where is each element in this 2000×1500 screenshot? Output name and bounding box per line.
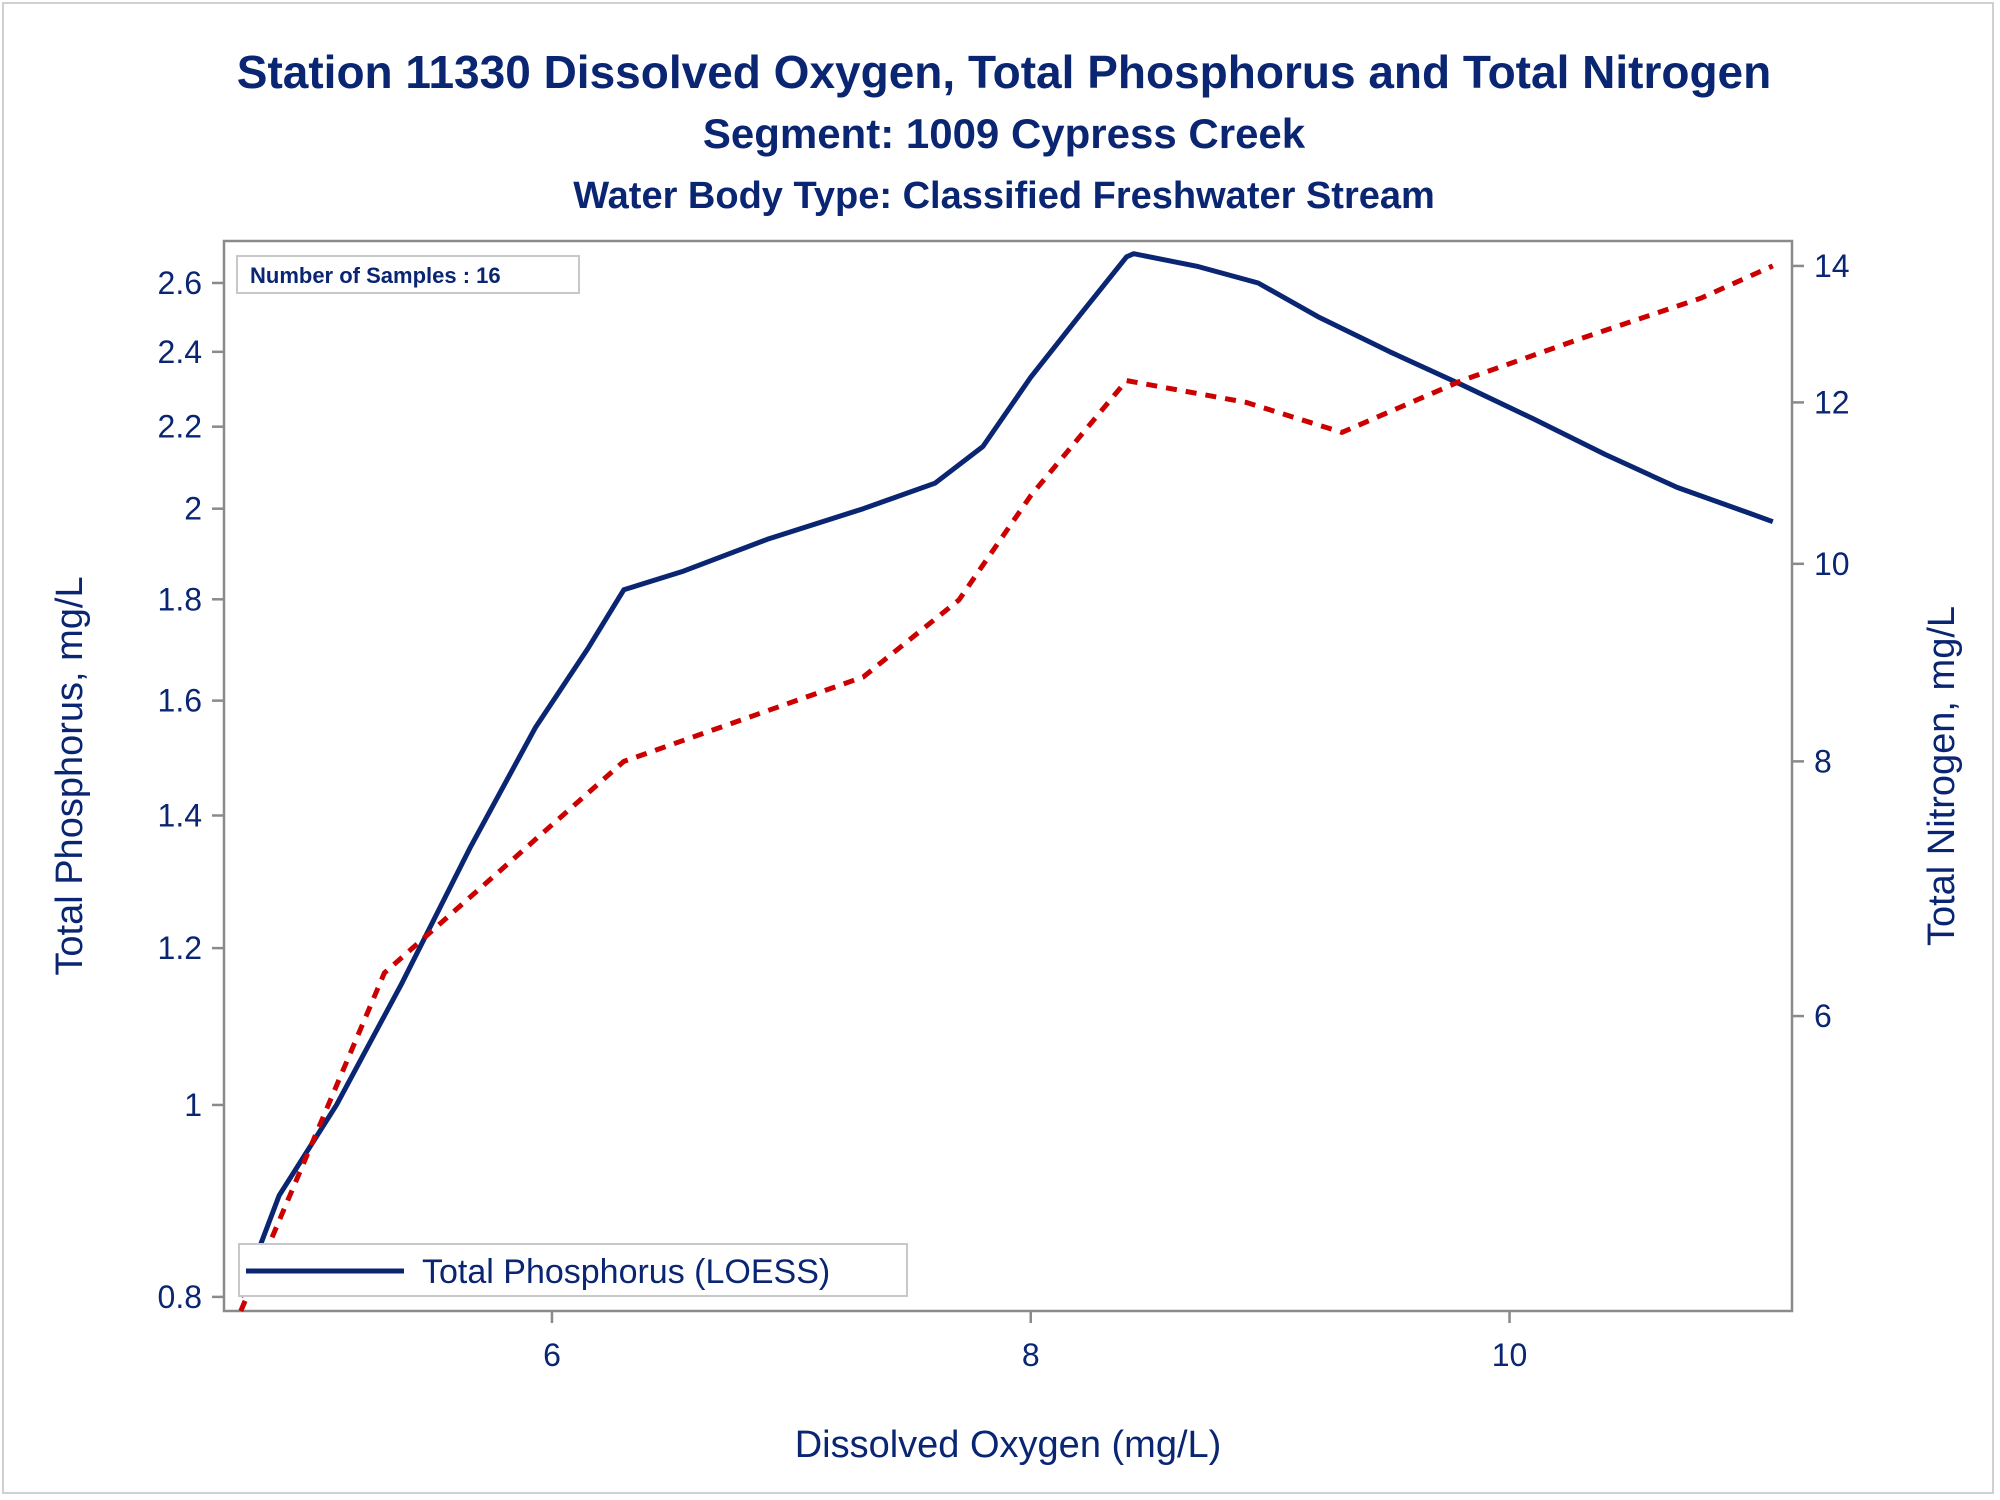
x-tick-label: 6 [543, 1337, 561, 1373]
legend-label-phosphorus: Total Phosphorus (LOESS) [422, 1253, 830, 1291]
legend: Total Phosphorus (LOESS) [238, 1243, 908, 1297]
y-tick-label: 1.6 [158, 683, 202, 719]
series-layer [238, 251, 1774, 1312]
y-tick-label: 2.2 [158, 409, 202, 445]
y-axis-left: 0.8 1 1.2 1.4 1.6 1.8 2 2.2 2.4 2.6 [158, 265, 224, 1315]
y-axis-right: 6 8 10 12 14 [1792, 248, 1850, 1034]
y-tick-label: 1.2 [158, 930, 202, 966]
y2-tick-label: 14 [1814, 248, 1850, 284]
y-tick-label: 0.8 [158, 1279, 202, 1315]
series-line-phosphorus [238, 251, 1774, 1298]
y-tick-label: 1 [184, 1087, 202, 1123]
chart-title: Station 11330 Dissolved Oxygen, Total Ph… [237, 46, 1771, 98]
y-tick-label: 2.6 [158, 265, 202, 301]
y-tick-label: 2.4 [158, 334, 202, 370]
y2-axis-label: Total Nitrogen, mg/L [1921, 606, 1963, 946]
x-axis-label: Dissolved Oxygen (mg/L) [795, 1424, 1222, 1466]
y-tick-label: 1.8 [158, 581, 202, 617]
x-tick-label: 10 [1492, 1337, 1528, 1373]
y2-tick-label: 6 [1814, 998, 1832, 1034]
y2-tick-label: 8 [1814, 743, 1832, 779]
x-axis: 6 8 10 [543, 1311, 1527, 1373]
x-tick-label: 8 [1022, 1337, 1040, 1373]
plot-area [222, 239, 1794, 1313]
series-line-nitrogen [238, 263, 1774, 1312]
y-tick-label: 1.4 [158, 797, 202, 833]
y2-tick-label: 10 [1814, 546, 1850, 582]
y-tick-label: 2 [184, 491, 202, 527]
chart-canvas: Station 11330 Dissolved Oxygen, Total Ph… [49, 46, 1963, 1466]
chart-subtitle-2: Water Body Type: Classified Freshwater S… [573, 175, 1435, 217]
sample-count-text: Number of Samples : 16 [250, 263, 501, 288]
chart-subtitle: Segment: 1009 Cypress Creek [703, 110, 1306, 157]
y2-tick-label: 12 [1814, 384, 1850, 420]
y-axis-label: Total Phosphorus, mg/L [49, 576, 91, 975]
sample-count-box: Number of Samples : 16 [236, 255, 580, 294]
